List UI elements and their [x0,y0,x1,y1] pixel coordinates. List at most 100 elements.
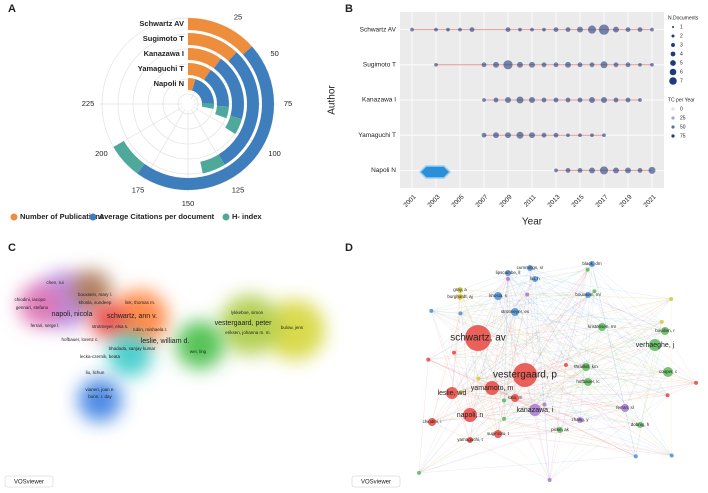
point [458,27,462,32]
point [648,166,656,174]
network-edge [529,267,668,396]
panel-label: C [8,242,16,254]
category-label: Napoli N [154,79,184,88]
network-edge [460,392,550,481]
map-label: bulow, jens [281,325,304,330]
network-edge [524,374,697,384]
network-edge [534,382,697,411]
density-blob [176,321,224,369]
y-tick-label: Sugimoto T [363,62,396,69]
network-edge [478,378,668,396]
network-label: vestergaard, p [493,370,557,381]
map-label: lykkeboe, simon [231,310,264,315]
legend-label: 7 [680,78,683,84]
network-edge [585,366,669,373]
point [613,26,619,33]
point [541,62,547,68]
network-edge [469,381,589,416]
network-node [665,393,670,398]
point [625,27,631,32]
y-tick-label: Schwartz AV [360,26,397,33]
network-edge [469,439,550,481]
panel-label: A [8,3,16,15]
network-edge [477,298,672,339]
network-edge [431,330,666,423]
network-edge [469,378,479,441]
network-edge [507,272,528,295]
x-tick-label: 2013 [546,193,561,208]
y-tick-label: Kanazawa I [362,97,396,104]
network-edge [460,378,479,393]
radial-bar-segment [188,63,211,80]
network-edge [418,359,429,473]
network-edge [503,263,593,420]
network-edge [585,366,668,396]
network-edge [526,294,561,431]
network-edge [460,267,531,393]
x-tick-label: 2001 [402,193,417,208]
network-edge [431,296,461,312]
legend-size [669,68,677,76]
network-node [659,319,664,324]
network-edge [549,364,567,481]
network-edge [459,289,528,295]
network-label: hofbauer, lc [576,379,600,384]
network-edge [431,409,536,423]
map-label: vianeri, joan e. [85,387,114,392]
network-edge [469,414,561,431]
network-edge [507,272,672,456]
network-edge [565,364,641,426]
network-edge [453,352,471,416]
network-edge [529,267,666,332]
point [600,61,608,69]
y-tick-label: Napoli N [371,167,396,174]
point [553,97,559,103]
network-node [451,350,456,355]
legend-label: Average Citations per document [99,212,215,221]
network-node [502,416,507,421]
network-edge [460,313,641,426]
radial-bar-segment [201,103,214,109]
network-edge [549,371,669,481]
watermark-box [351,475,401,488]
point [637,168,643,173]
badge [418,165,452,179]
map-label: lecka-czernik, beata [80,354,121,359]
network-edge [565,269,588,366]
network-edge [497,295,536,411]
point [599,166,609,175]
network-label: lipscombe, ll [496,270,521,275]
network-node [457,294,463,300]
radial-bar-segment [192,79,214,104]
network-node [582,363,590,371]
legend-swatch [89,213,97,221]
legend-size [670,51,676,57]
point [577,168,583,173]
point [481,132,487,138]
network-edge [431,291,595,423]
map-label: gennari, stefano [16,305,49,310]
network-edge [591,263,656,346]
legend-alpha [671,125,675,129]
x-tick-label: 2007 [474,193,489,208]
network-edge [431,291,595,312]
network-edge [503,326,603,401]
point [598,24,610,35]
radial-bar-segment [188,78,196,91]
point [553,132,559,138]
network-node [637,422,643,428]
network-edge [514,311,636,457]
network-edge [418,456,636,474]
point [565,61,571,68]
network-edge [624,321,663,409]
map-label: chiodini, iacopo [14,297,46,302]
legend-alpha [671,116,675,120]
map-label: eriksen, johanna m. m. [225,330,271,335]
category-label: Sugimoto T [143,34,185,43]
radial-bar-segment [188,48,221,69]
network-label: dobnig, h [631,422,650,427]
network-label: strotmeyer, es [501,309,530,314]
map-label: hofbauer, lorenz c. [61,337,98,342]
radial-bar-segment [218,52,259,165]
point [589,62,595,68]
